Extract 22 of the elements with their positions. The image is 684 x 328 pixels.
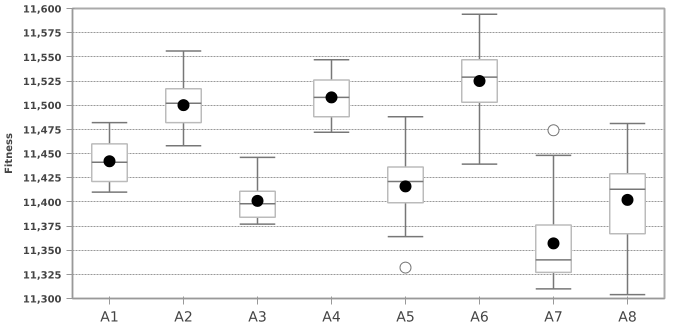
y-tick-label: 11,400 bbox=[22, 198, 62, 209]
x-tick-label: A1 bbox=[100, 310, 119, 326]
x-tick-label: A5 bbox=[396, 310, 415, 326]
x-tick-label: A2 bbox=[174, 310, 193, 326]
x-tick-label: A4 bbox=[322, 310, 341, 326]
x-tick-label: A8 bbox=[618, 310, 637, 326]
y-tick-label: 11,600 bbox=[22, 4, 62, 16]
x-tick-label: A7 bbox=[544, 310, 563, 326]
y-axis-title: Fitness bbox=[4, 133, 15, 174]
y-tick-label: 11,525 bbox=[22, 77, 62, 88]
y-tick-label: 11,550 bbox=[22, 52, 62, 64]
y-tick-label: 11,325 bbox=[22, 270, 62, 282]
y-tick-label: 11,375 bbox=[22, 222, 62, 233]
y-tick-label: 11,450 bbox=[22, 150, 62, 160]
y-tick-label: 11,500 bbox=[22, 101, 62, 112]
y-tick-label: 11,475 bbox=[22, 125, 62, 136]
y-tick-label: 11,575 bbox=[22, 28, 62, 40]
x-tick-label: A3 bbox=[248, 310, 267, 326]
y-tick-label: 11,300 bbox=[22, 294, 62, 306]
y-tick-label: 11,425 bbox=[22, 174, 62, 185]
y-tick-label: 11,350 bbox=[22, 246, 62, 258]
x-tick-label: A6 bbox=[470, 310, 489, 326]
